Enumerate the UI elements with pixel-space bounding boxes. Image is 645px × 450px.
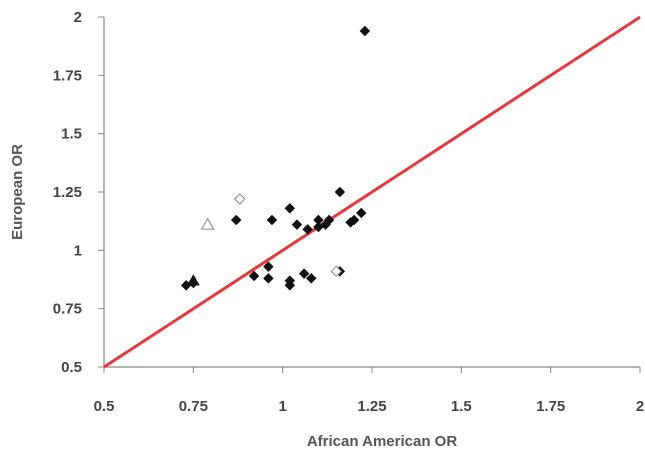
y-tick-label: 1.75 [53, 67, 82, 84]
filled-diamond-point [266, 214, 278, 226]
x-ticks: 0.5 0.75 1 1.25 1.5 1.75 2 [94, 367, 644, 415]
x-tick-label: 1.25 [357, 398, 386, 415]
y-tick-label: 0.75 [53, 301, 82, 318]
filled-diamond-point [359, 25, 371, 37]
x-tick-label: 1 [278, 398, 286, 415]
x-tick-label: 0.75 [179, 398, 208, 415]
y-tick-label: 0.5 [61, 359, 82, 376]
filled-diamond-point [323, 214, 335, 226]
axes: 0.5 0.75 1 1.25 1.5 1.75 2 0.5 0.75 1 1.25 1.5 1.75… [53, 9, 644, 415]
y-tick-label: 1.25 [53, 184, 82, 201]
filled-diamond-point [284, 279, 296, 291]
y-axis-title: European OR [9, 144, 26, 240]
filled-diamond-point [263, 261, 274, 273]
filled-diamond-point [291, 219, 303, 231]
x-tick-label: 0.5 [94, 398, 115, 415]
x-tick-label: 2 [636, 398, 644, 415]
y-tick-label: 1 [74, 242, 82, 259]
filled-diamond-point [305, 272, 317, 284]
filled-triangle-point [186, 274, 200, 286]
filled-diamond-point [348, 214, 360, 226]
open-triangle-point [200, 217, 215, 230]
filled-diamond-point [334, 186, 346, 198]
filled-diamond-point [355, 207, 367, 219]
x-tick-label: 1.5 [451, 398, 472, 415]
x-axis-title: African American OR [307, 433, 457, 450]
open-diamond-point [330, 265, 342, 278]
filled-diamond-point [230, 214, 242, 226]
open-diamond-point [234, 193, 246, 205]
filled-diamond-point [248, 270, 260, 282]
filled-diamond-point [298, 268, 310, 280]
y-ticks: 0.5 0.75 1 1.25 1.5 1.75 2 [53, 9, 104, 376]
x-tick-label: 1.75 [536, 398, 565, 415]
y-tick-label: 2 [74, 9, 82, 26]
reference-line [103, 15, 641, 369]
filled-diamond-point [284, 202, 296, 214]
data-points [180, 25, 371, 291]
filled-diamond-point [302, 223, 314, 235]
filled-diamond-point [263, 272, 274, 284]
y-tick-label: 1.5 [61, 126, 82, 143]
